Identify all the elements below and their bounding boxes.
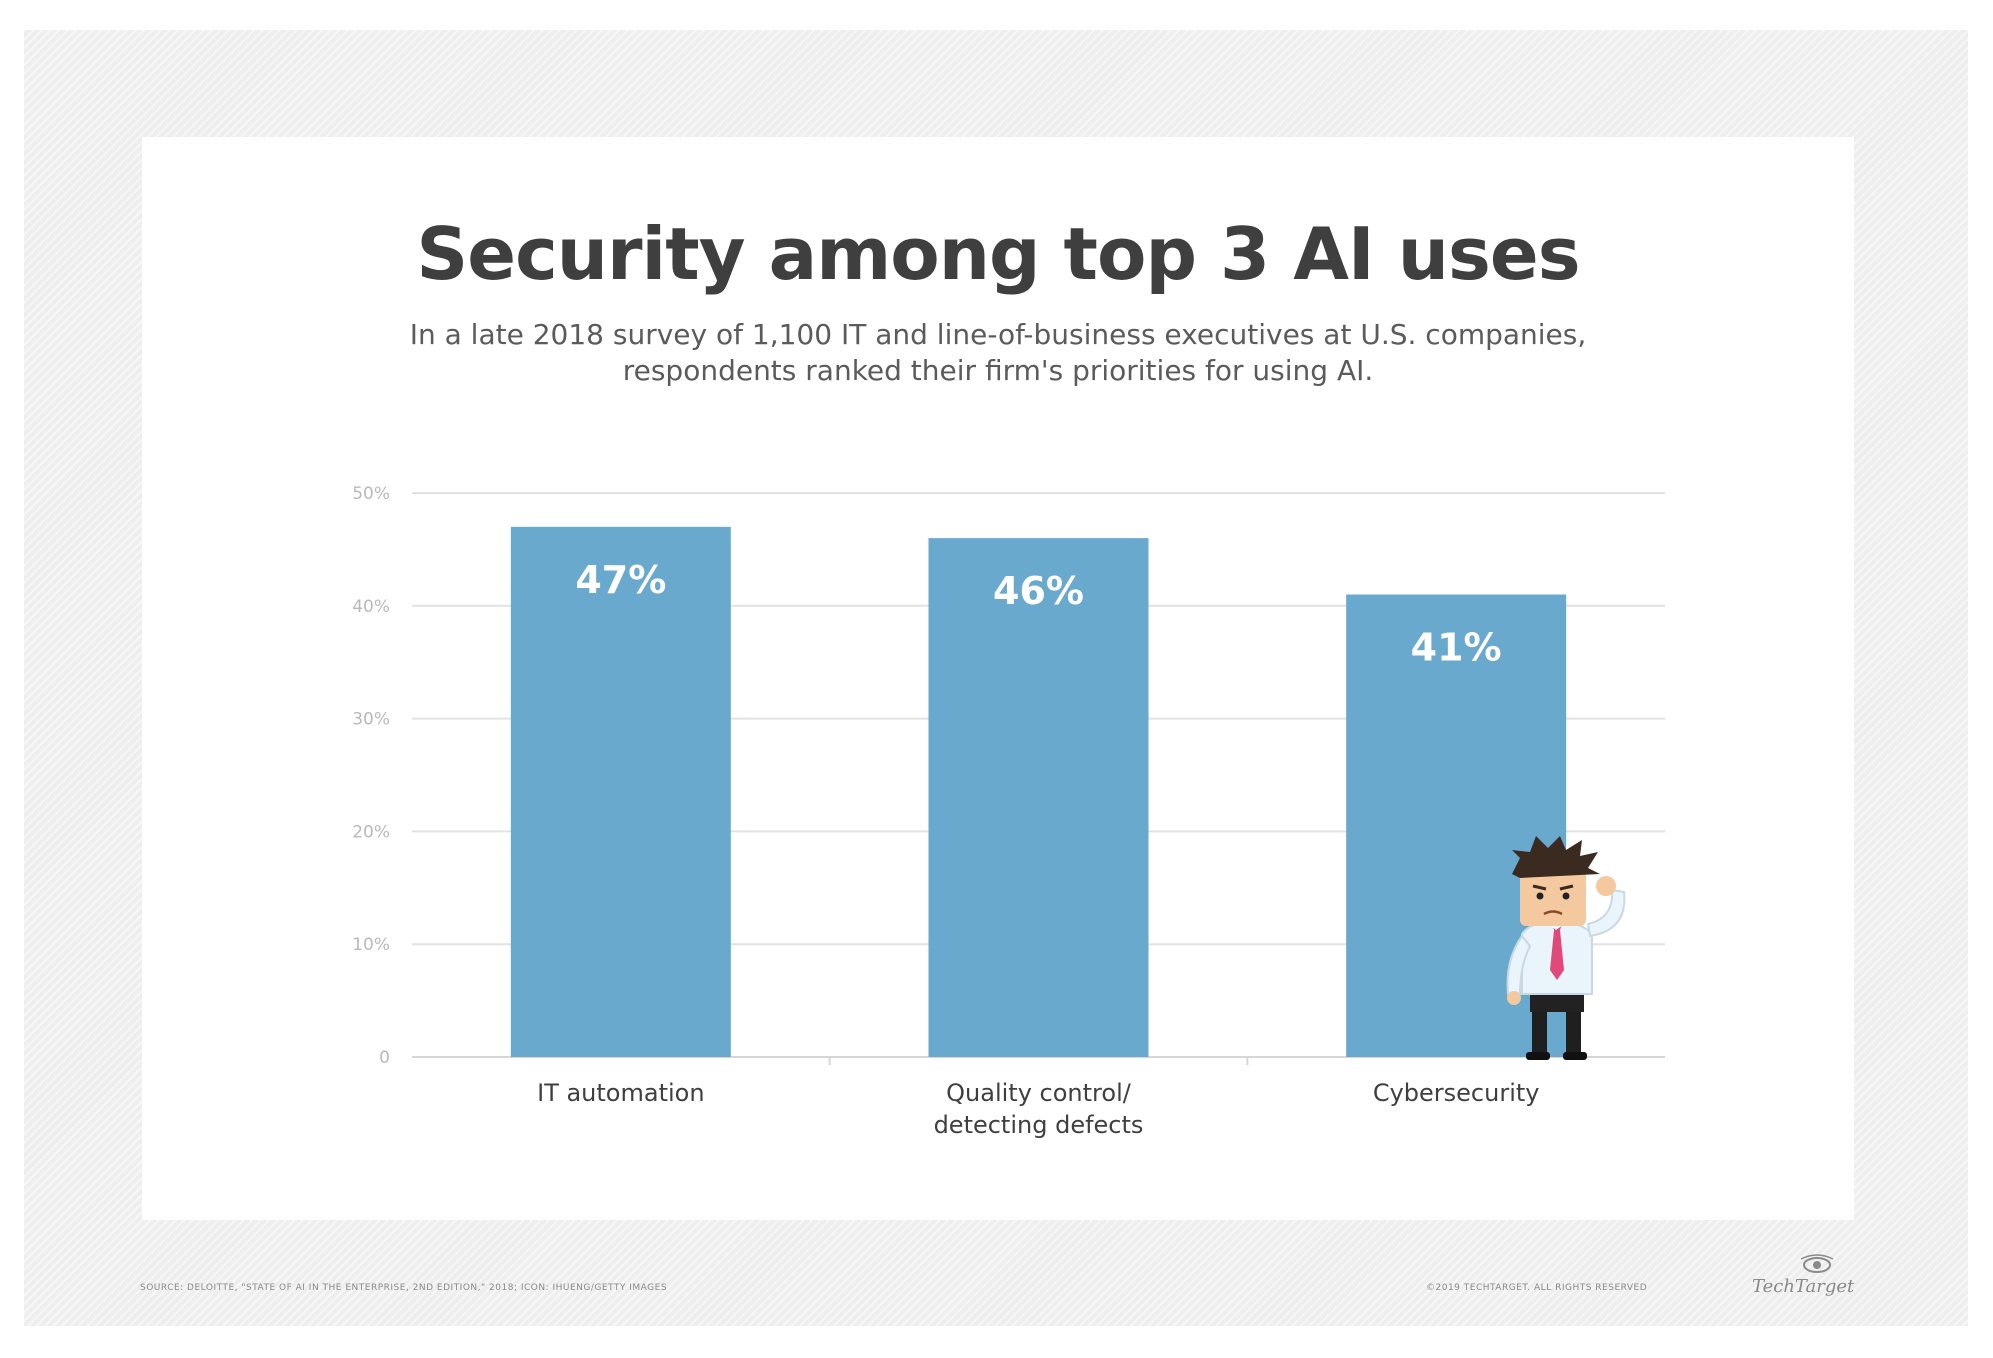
y-tick-label: 0 [379,1048,390,1068]
y-tick-label: 50% [352,484,390,504]
bar-layer [510,526,1567,1057]
x-tick-label: Cybersecurity [1373,1079,1540,1107]
y-tick-label: 20% [352,822,390,842]
x-tick-label: IT automation [537,1079,704,1107]
chart-title: Security among top 3 AI uses [416,212,1580,296]
bar [928,538,1149,1057]
data-label: 46% [993,569,1084,613]
techtarget-eye-icon [1800,1254,1834,1273]
subtitle-line-1: In a late 2018 survey of 1,100 IT and li… [409,318,1587,351]
source-note: SOURCE: DELOITTE, "STATE OF AI IN THE EN… [140,1283,668,1293]
worried-businessman-icon [1506,836,1626,1060]
y-tick-label: 30% [352,710,390,730]
figure-layer [1506,836,1626,1060]
label-layer: 47% IT automation 46% Quality control/detec… [537,558,1539,1139]
data-label: 41% [1411,626,1502,670]
y-tick-label: 40% [352,597,390,617]
subtitle-line-2: respondents ranked their firm's prioriti… [622,354,1374,387]
x-tick-label: detecting defects [934,1111,1144,1139]
chart-subtitle: In a late 2018 survey of 1,100 IT and li… [142,317,1854,389]
data-label: 47% [575,558,666,602]
x-tick-label: Quality control/ [946,1079,1132,1107]
bar [510,526,731,1057]
brand-logo: TechTarget [1752,1276,1855,1297]
y-tick-label: 10% [352,935,390,955]
copyright-note: ©2019 TECHTARGET. ALL RIGHTS RESERVED [1426,1283,1648,1293]
